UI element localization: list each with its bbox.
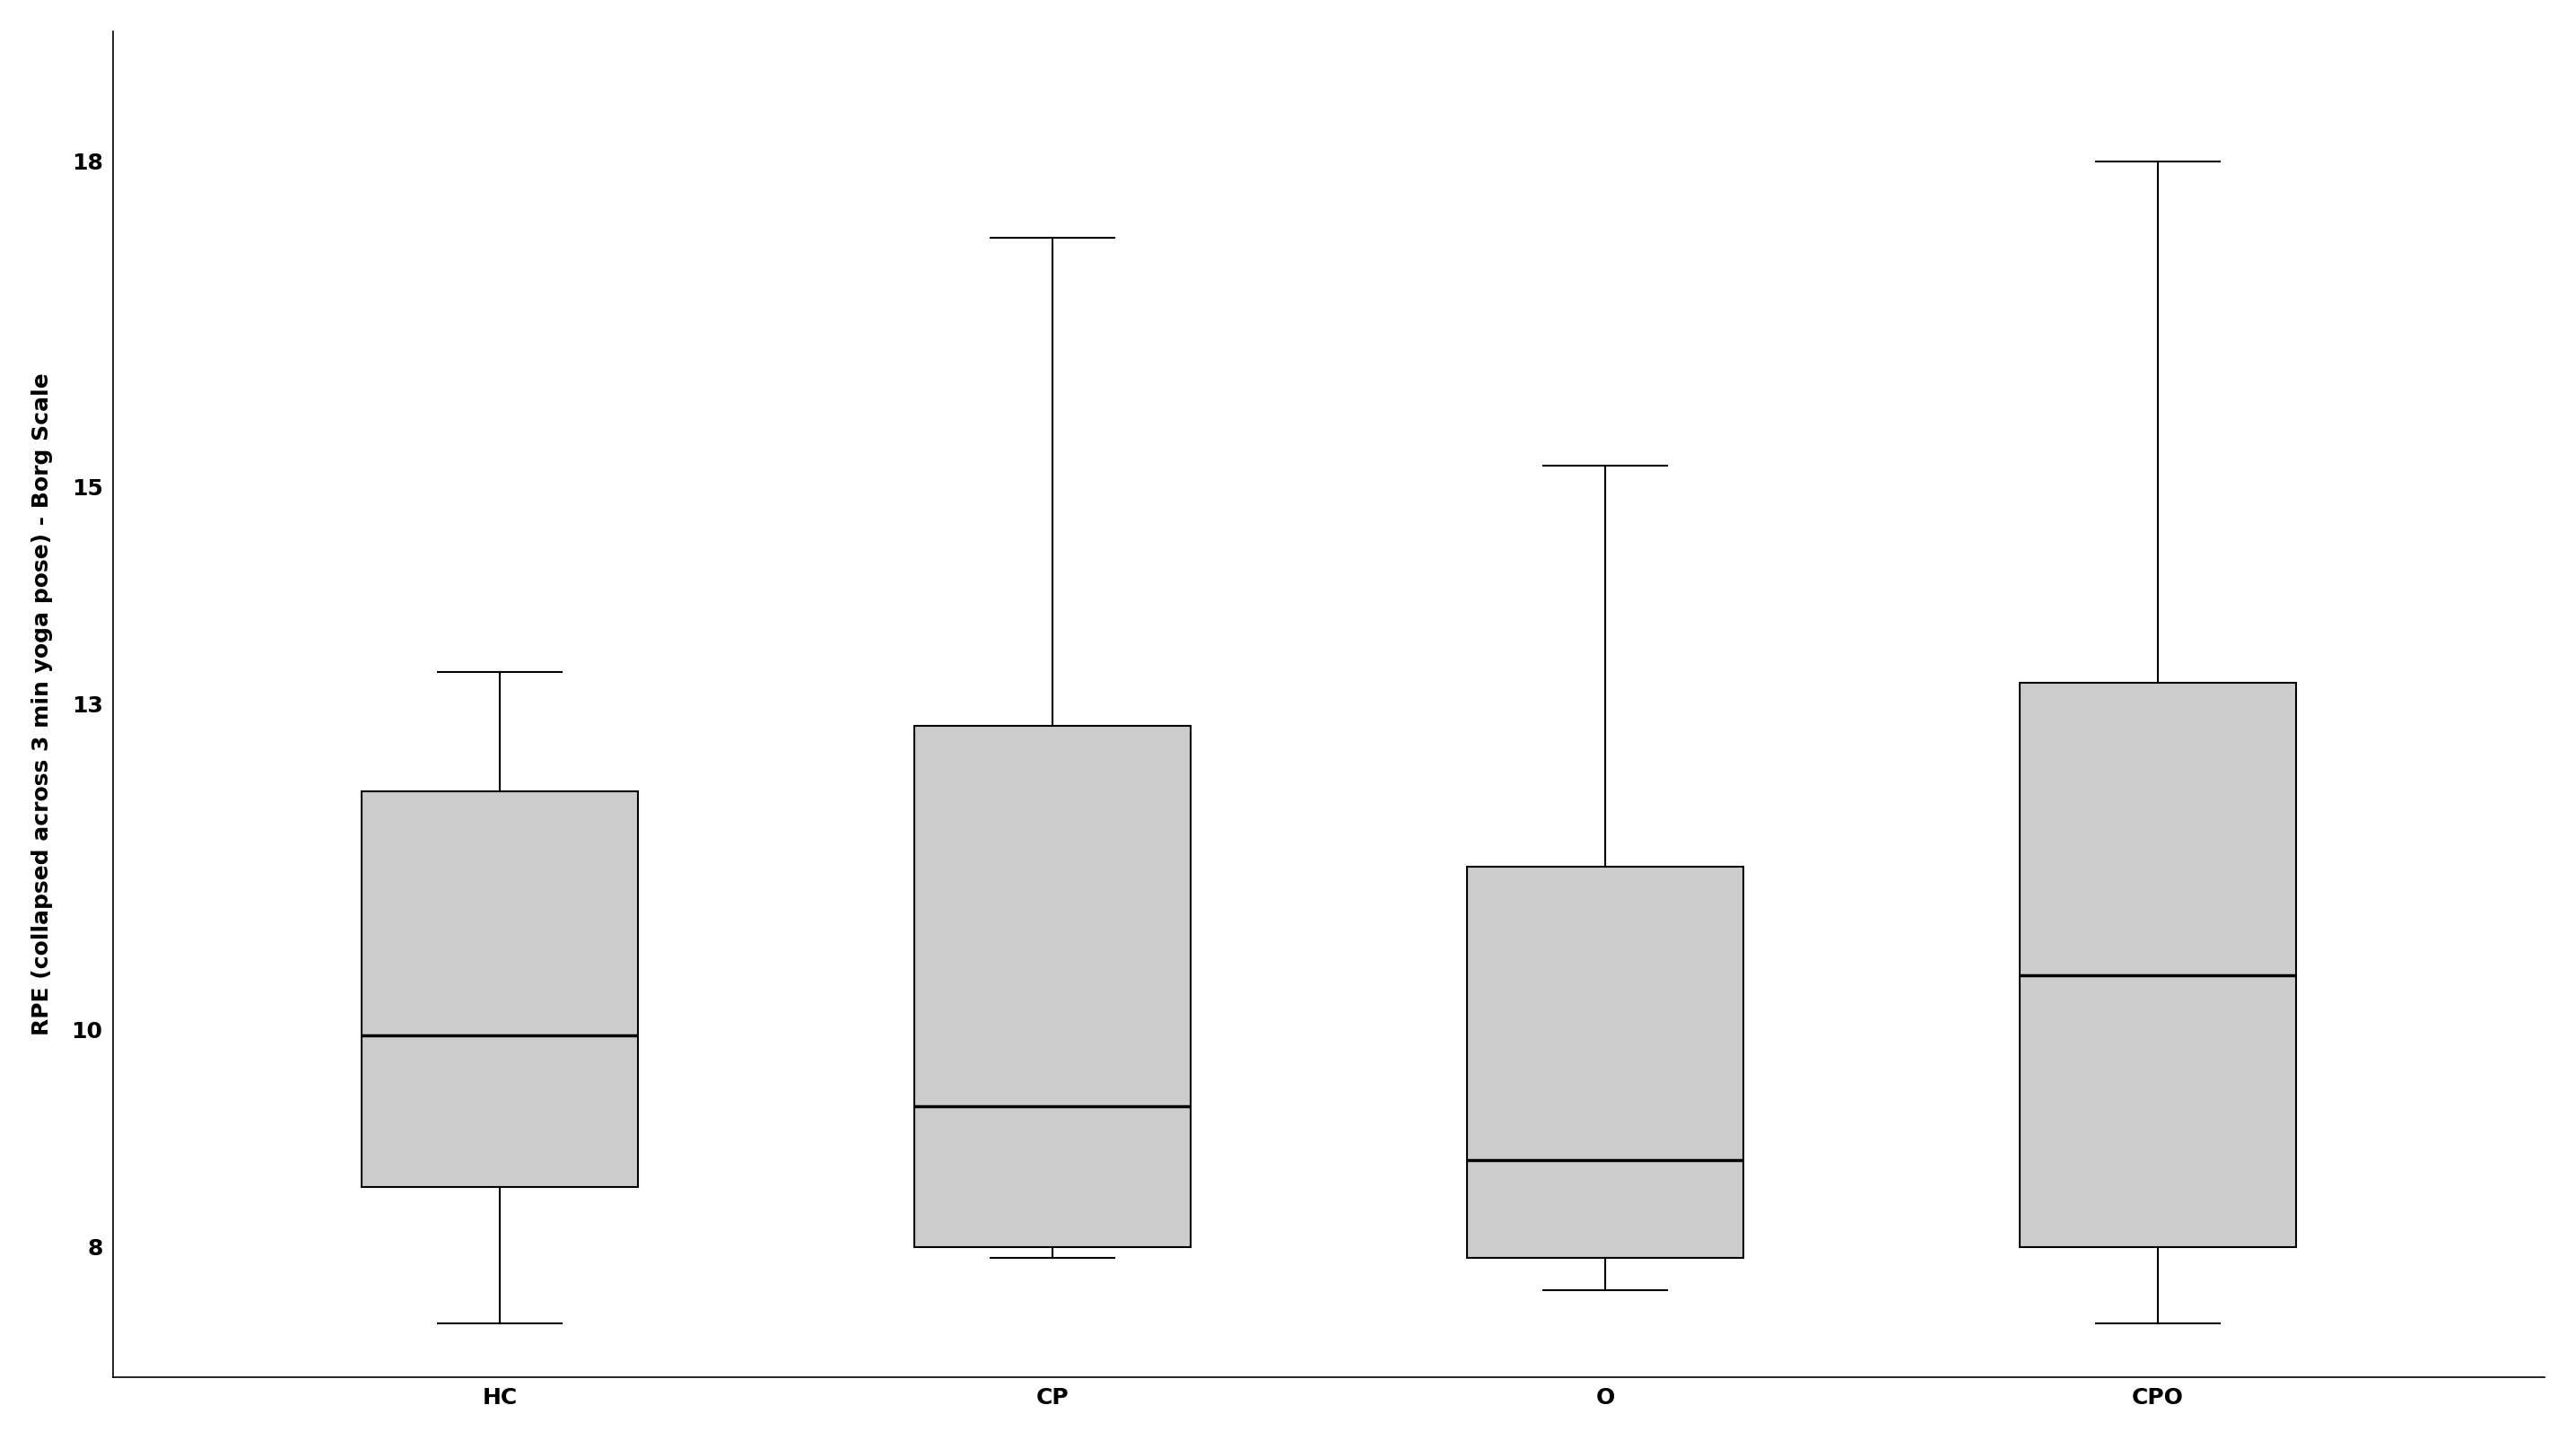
FancyBboxPatch shape xyxy=(361,791,639,1188)
FancyBboxPatch shape xyxy=(1466,867,1744,1259)
FancyBboxPatch shape xyxy=(914,726,1190,1247)
FancyBboxPatch shape xyxy=(2020,683,2295,1247)
Y-axis label: RPE (collapsed across 3 min yoga pose) - Borg Scale: RPE (collapsed across 3 min yoga pose) -… xyxy=(31,373,52,1035)
